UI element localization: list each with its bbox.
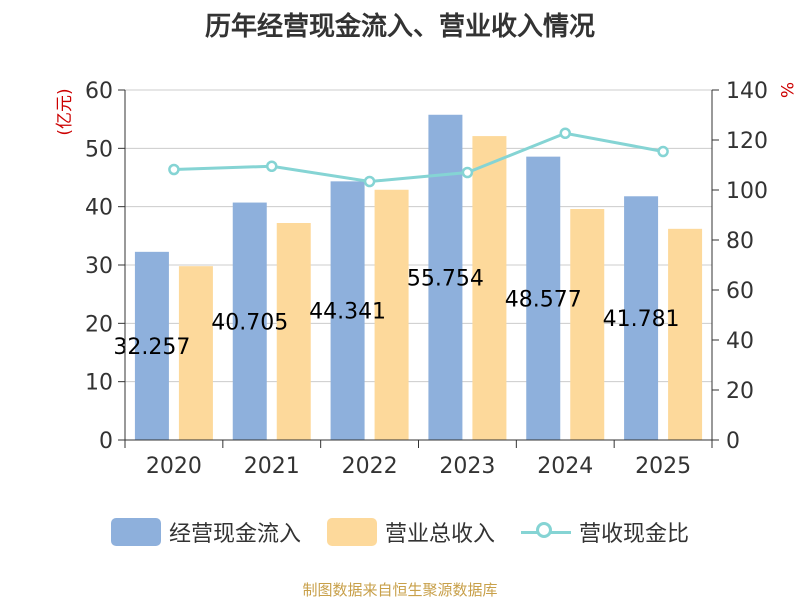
x-tick-label: 2020 xyxy=(146,454,202,479)
y-left-tick-label: 50 xyxy=(85,137,113,162)
y-left-tick-label: 60 xyxy=(85,79,113,104)
bar-revenue xyxy=(570,209,605,440)
data-label-cash-inflow: 32.257 xyxy=(113,335,190,360)
point-ratio xyxy=(266,160,278,172)
legend-label-revenue: 营业总收入 xyxy=(384,522,495,547)
y-left-tick-label: 0 xyxy=(99,429,113,454)
x-tick-label: 2024 xyxy=(537,454,593,479)
point-ratio xyxy=(657,145,669,158)
y-right-tick-label: 60 xyxy=(726,279,754,304)
legend-item-ratio[interactable]: 营收现金比 xyxy=(521,516,689,548)
y-right-tick-label: 40 xyxy=(726,329,754,354)
y-right-tick-label: 140 xyxy=(726,79,768,104)
data-label-cash-inflow: 40.705 xyxy=(211,310,288,335)
bar-cash-inflow xyxy=(232,202,267,440)
bar-revenue xyxy=(668,228,703,440)
legend-swatch-cash-inflow xyxy=(110,518,161,546)
point-ratio xyxy=(461,166,474,179)
point-ratio xyxy=(363,175,376,188)
y-right-axis-label: % xyxy=(776,82,796,98)
y-left-tick-label: 20 xyxy=(85,312,113,337)
bar-cash-inflow xyxy=(134,251,169,440)
legend-label-ratio: 营收现金比 xyxy=(579,522,690,547)
legend-item-revenue[interactable]: 营业总收入 xyxy=(326,516,495,548)
x-tick-label: 2025 xyxy=(635,454,691,479)
bar-revenue xyxy=(178,266,213,440)
data-label-cash-inflow: 55.754 xyxy=(407,266,484,291)
legend-item-cash-inflow[interactable]: 经营现金流入 xyxy=(110,516,301,548)
bar-cash-inflow xyxy=(428,114,463,440)
y-right-tick-label: 120 xyxy=(726,129,768,154)
y-left-axis-label: (亿元) xyxy=(55,88,75,135)
data-label-cash-inflow: 41.781 xyxy=(603,307,680,332)
bar-revenue xyxy=(472,136,507,441)
legend: 经营现金流入 营业总收入 营收现金比 xyxy=(0,516,800,548)
x-tick-label: 2021 xyxy=(244,454,300,479)
bar-cash-inflow xyxy=(526,156,561,441)
source-note: 制图数据来自恒生聚源数据库 xyxy=(302,581,498,599)
chart-title: 历年经营现金流入、营业收入情况 xyxy=(204,12,595,42)
bar-revenue xyxy=(276,223,311,440)
y-right-tick-label: 0 xyxy=(726,429,740,454)
legend-label-cash-inflow: 经营现金流入 xyxy=(168,522,301,547)
data-label-cash-inflow: 44.341 xyxy=(309,300,386,325)
legend-swatch-revenue xyxy=(326,518,377,546)
y-right-tick-label: 100 xyxy=(726,179,768,204)
x-tick-label: 2022 xyxy=(342,454,398,479)
x-tick-label: 2023 xyxy=(439,454,495,479)
y-right-tick-label: 80 xyxy=(726,229,754,254)
point-ratio xyxy=(168,163,180,176)
y-left-tick-label: 10 xyxy=(85,371,113,396)
line-ratio xyxy=(173,131,664,184)
y-left-tick-label: 30 xyxy=(85,254,113,279)
point-ratio xyxy=(559,127,571,139)
data-label-cash-inflow: 48.577 xyxy=(505,287,582,312)
bar-cash-inflow xyxy=(330,181,365,440)
y-left-tick-label: 40 xyxy=(85,196,113,221)
bar-cash-inflow xyxy=(624,196,659,440)
bar-revenue xyxy=(374,189,409,440)
legend-swatch-ratio xyxy=(521,518,571,546)
y-right-tick-label: 20 xyxy=(726,379,754,404)
